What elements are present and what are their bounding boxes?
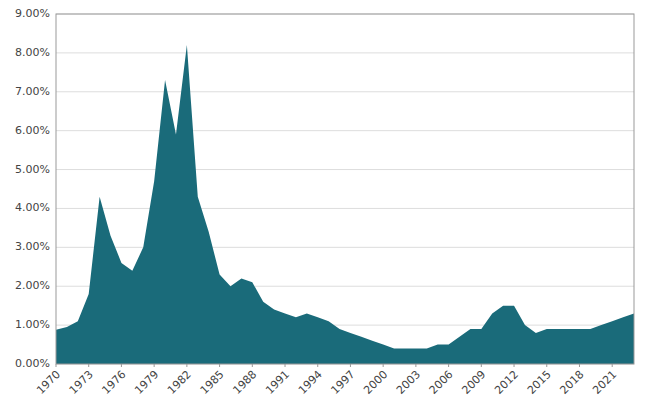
x-axis: 1970197319761979198219851988199119941997…: [34, 364, 619, 397]
x-tick: [88, 364, 89, 367]
x-tick: [579, 364, 580, 367]
x-tick-label: 2018: [558, 368, 587, 397]
x-tick: [350, 364, 351, 367]
x-tick-label: 1991: [263, 368, 292, 397]
x-tick: [612, 364, 613, 367]
y-tick-label: 3.00%: [15, 240, 50, 253]
x-tick: [383, 364, 384, 367]
grid-line: [56, 91, 634, 92]
y-tick-label: 6.00%: [15, 124, 50, 137]
x-tick-label: 1994: [296, 368, 325, 397]
grid-line: [56, 130, 634, 131]
grid-line: [56, 247, 634, 248]
x-tick-label: 2021: [590, 368, 619, 397]
plot-frame: [56, 14, 634, 364]
x-tick: [481, 364, 482, 367]
y-tick-label: 1.00%: [15, 318, 50, 331]
x-tick-label: 2006: [427, 368, 456, 397]
x-tick: [252, 364, 253, 367]
x-tick: [317, 364, 318, 367]
chart: 0.00% 1.00% 2.00% 3.00% 4.00% 5.00% 6.00% 7.00%…: [0, 0, 650, 412]
grid: [56, 14, 634, 364]
y-tick-label: 2.00%: [15, 279, 50, 292]
x-tick: [514, 364, 515, 367]
y-tick-label: 0.00%: [15, 357, 50, 370]
x-tick-label: 2009: [459, 368, 488, 397]
x-tick-label: 1979: [132, 368, 161, 397]
x-tick: [546, 364, 547, 367]
x-tick-label: 2003: [394, 368, 423, 397]
x-tick-label: 2000: [361, 368, 390, 397]
x-tick-label: 1985: [198, 368, 227, 397]
x-tick: [154, 364, 155, 367]
x-tick-label: 1997: [329, 368, 358, 397]
x-tick-label: 2015: [525, 368, 554, 397]
x-tick-label: 1970: [34, 368, 63, 397]
y-tick-label: 9.00%: [15, 7, 50, 20]
x-tick: [121, 364, 122, 367]
y-tick-label: 7.00%: [15, 85, 50, 98]
x-tick: [285, 364, 286, 367]
y-tick-label: 8.00%: [15, 46, 50, 59]
x-tick: [219, 364, 220, 367]
grid-line: [56, 208, 634, 209]
x-tick-label: 1988: [230, 368, 259, 397]
plot-area: [56, 45, 634, 364]
x-tick: [415, 364, 416, 367]
x-tick: [56, 364, 57, 367]
x-tick-label: 1973: [67, 368, 96, 397]
y-axis: 0.00% 1.00% 2.00% 3.00% 4.00% 5.00% 6.00% 7.00%…: [15, 7, 50, 370]
y-tick-label: 5.00%: [15, 163, 50, 176]
x-tick-label: 1982: [165, 368, 194, 397]
x-tick-label: 2012: [492, 368, 521, 397]
grid-line: [56, 52, 634, 53]
x-tick: [186, 364, 187, 367]
x-tick-label: 1976: [100, 368, 129, 397]
x-tick: [448, 364, 449, 367]
grid-line: [56, 169, 634, 170]
area: [56, 45, 634, 364]
y-tick-label: 4.00%: [15, 201, 50, 214]
